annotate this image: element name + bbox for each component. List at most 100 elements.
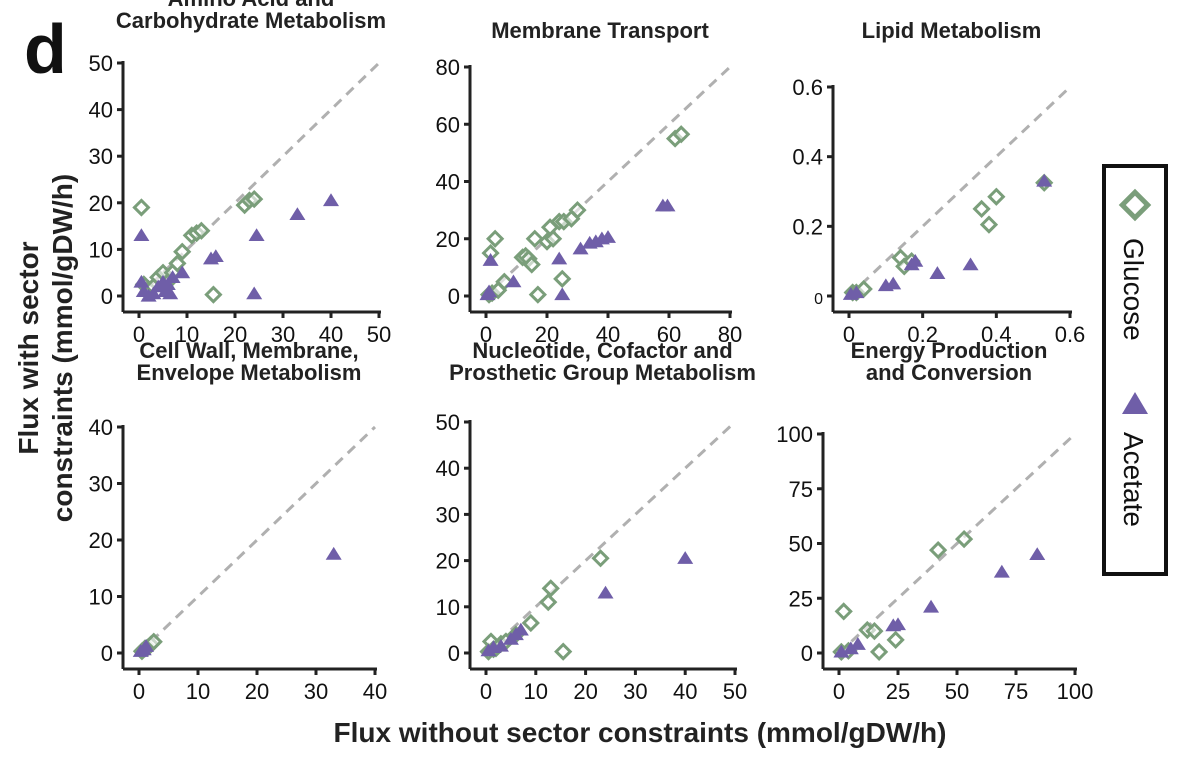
x-tick-label: 20: [245, 679, 269, 704]
y-tick-label: 0: [101, 284, 113, 309]
y-tick-label: 40: [436, 170, 460, 195]
x-tick-label: 30: [271, 322, 295, 347]
panel-5-title-line-1: Nucleotide, Cofactor and: [472, 338, 732, 363]
glucose-point: [521, 613, 540, 633]
x-tick-label: 75: [1004, 679, 1028, 704]
series-glucose: [132, 189, 264, 304]
y-tick-label: 0: [448, 641, 460, 666]
y-tick-label: 50: [89, 51, 113, 76]
glucose-point: [132, 198, 151, 217]
acetate-point: [481, 284, 498, 298]
y-tick-label: 20: [436, 227, 460, 252]
y-tick-label: 40: [89, 98, 113, 123]
x-tick-label: 0.2: [907, 322, 938, 347]
x-tick-label: 0: [480, 679, 492, 704]
glucose-point: [525, 229, 544, 248]
panel-4-title-line-1: Cell Wall, Membrane,: [139, 338, 358, 363]
panel-2-title-line-1: Membrane Transport: [491, 18, 709, 43]
x-tick-label: 0.6: [1055, 322, 1086, 347]
y-tick-label: 40: [89, 415, 113, 440]
series-glucose: [479, 125, 691, 304]
y-tick-label: 50: [789, 532, 813, 557]
y-tick-label: 50: [436, 410, 460, 435]
x-tick-label: 0: [133, 679, 145, 704]
acetate-point: [246, 286, 263, 300]
x-tick-label: 40: [596, 322, 620, 347]
x-tick-label: 10: [186, 679, 210, 704]
panel-5-title-line-2: Prosthetic Group Metabolism: [449, 360, 756, 385]
series-acetate: [132, 546, 342, 657]
glucose-point: [541, 579, 560, 598]
x-tick-label: 50: [945, 679, 969, 704]
x-tick-label: 0: [133, 322, 145, 347]
y-axis-label-line2: constraints (mmol/gDW/h): [47, 174, 78, 522]
identity-line: [137, 425, 377, 655]
x-tick-label: 20: [535, 322, 559, 347]
y-tick-label: 60: [436, 112, 460, 137]
acetate-point: [551, 251, 568, 265]
acetate-point: [133, 228, 150, 242]
panel-6-title-line-2: and Conversion: [866, 360, 1032, 385]
identity-line: [837, 432, 1077, 655]
y-tick-label: 30: [89, 144, 113, 169]
glucose-point: [834, 602, 853, 621]
glucose-point: [672, 125, 691, 144]
x-tick-label: 50: [367, 322, 391, 347]
acetate-point: [885, 276, 902, 290]
panel-3-title-line-1: Lipid Metabolism: [862, 18, 1042, 43]
acetate-point: [848, 285, 865, 299]
acetate-point: [482, 253, 499, 266]
legend-acetate-marker: [1122, 392, 1148, 414]
x-tick-label: 0: [833, 679, 845, 704]
acetate-point: [993, 564, 1010, 578]
acetate-point: [138, 639, 155, 652]
glucose-point: [192, 221, 211, 240]
acetate-point: [600, 230, 616, 243]
legend-glucose-label: Glucose: [1118, 238, 1149, 341]
series-acetate: [133, 193, 339, 302]
glucose-point: [979, 215, 999, 234]
y-tick-label: 0: [801, 641, 813, 666]
acetate-point: [929, 266, 946, 279]
series-acetate: [480, 551, 694, 657]
acetate-point: [207, 249, 224, 262]
legend: Glucose Acetate: [1102, 164, 1168, 576]
acetate-point: [133, 274, 150, 288]
y-tick-label: 10: [436, 595, 460, 620]
x-tick-label: 50: [723, 679, 747, 704]
y-tick-label: 0: [101, 641, 113, 666]
panel-3: Lipid Metabolism 0 0.2 0.4 0.6 0 0.2 0.4 0.6: [792, 18, 1085, 347]
acetate-point: [159, 277, 176, 290]
acetate-point: [659, 198, 676, 212]
y-tick-label: 80: [436, 55, 460, 80]
x-tick-label: 30: [623, 679, 647, 704]
panel-letter: d: [24, 10, 67, 88]
acetate-point: [174, 265, 191, 279]
y-tick-label: 0: [814, 291, 823, 308]
panel-4-title-line-2: Envelope Metabolism: [137, 360, 362, 385]
legend-box: [1102, 164, 1168, 576]
glucose-point: [144, 632, 163, 651]
y-axis-label: Flux with sector: [13, 241, 44, 454]
acetate-point: [833, 644, 850, 658]
identity-line: [847, 85, 1072, 298]
glucose-point: [591, 549, 610, 568]
panel-1: Amino Acid andCarbohydrate Metabolism 0 10…: [89, 0, 392, 347]
x-tick-label: 30: [304, 679, 328, 704]
glucose-point: [168, 254, 187, 273]
glucose-point: [869, 642, 889, 662]
acetate-point: [890, 617, 906, 631]
acetate-point: [289, 207, 306, 221]
y-tick-label: 30: [89, 472, 113, 497]
series-acetate: [833, 547, 1046, 658]
y-tick-label: 10: [89, 237, 113, 262]
acetate-point: [325, 546, 342, 560]
y-tick-label: 100: [776, 422, 813, 447]
acetate-point: [1036, 173, 1053, 187]
glucose-point: [173, 242, 192, 261]
panel-1-title-line-1: Amino Acid and: [168, 0, 335, 11]
acetate-point: [248, 228, 265, 242]
series-acetate: [842, 173, 1053, 300]
x-tick-label: 25: [886, 679, 910, 704]
acetate-point: [512, 622, 529, 636]
